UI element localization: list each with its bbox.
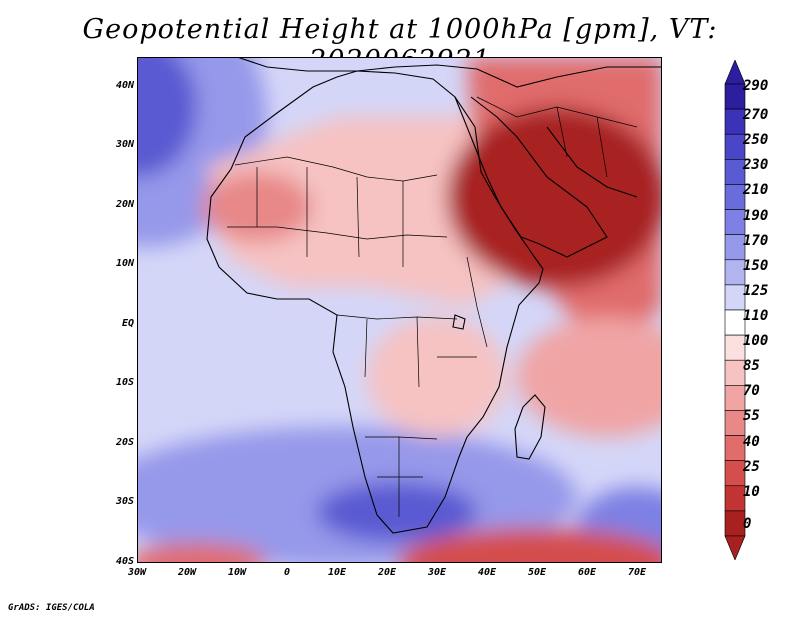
colorbar-label-290: 290	[743, 78, 769, 95]
field-azores-core	[137, 57, 197, 177]
colorbar-swatch-17	[724, 510, 746, 537]
colorbar-swatch-2	[724, 133, 746, 160]
colorbar-label-190: 190	[743, 207, 769, 224]
colorbar	[724, 60, 746, 560]
lat-label-40n: 40N	[115, 79, 134, 91]
coast-arabia	[470, 96, 608, 258]
colorbar-swatch-4	[724, 184, 746, 210]
colorbar-label-230: 230	[743, 157, 769, 174]
colorbar-label-210: 210	[743, 182, 769, 199]
lat-label-30n: 30N	[115, 139, 134, 151]
colorbar-swatch-15	[724, 460, 746, 487]
border-middle-east	[476, 96, 638, 178]
lat-label-20s: 20S	[115, 436, 134, 448]
lon-label-60e: 60E	[577, 567, 597, 578]
lat-label-40s: 40S	[115, 556, 134, 567]
grads-credit: GrADS: IGES/COLA	[8, 603, 95, 613]
lat-label-10n: 10N	[115, 258, 134, 270]
border-lake-victoria	[452, 314, 466, 330]
colorbar-label-70: 70	[743, 383, 760, 400]
colorbar-label-85: 85	[743, 358, 760, 375]
coast-persian-gulf	[546, 126, 638, 198]
field-s-africa-core	[317, 482, 477, 542]
lon-label-30e: 30E	[427, 567, 447, 578]
border-east	[437, 256, 488, 358]
colorbar-cap-top	[724, 60, 746, 85]
colorbar-swatch-8	[724, 284, 746, 311]
colorbar-label-100: 100	[743, 333, 769, 350]
border-southern	[365, 436, 438, 517]
colorbar-cap-bottom	[724, 535, 746, 560]
colorbar-swatch-10	[724, 334, 746, 361]
border-sahel	[227, 226, 448, 240]
coast-madagascar	[514, 394, 546, 460]
lat-label-eq: EQ	[121, 317, 134, 329]
field-central-africa	[367, 317, 507, 437]
colorbar-label-0: 0	[743, 516, 752, 533]
lat-label-30s: 30S	[115, 496, 134, 508]
coast-europe	[236, 57, 662, 88]
border-central	[336, 314, 458, 388]
lon-label-20w: 20W	[177, 567, 197, 578]
lat-label-20n: 20N	[115, 198, 134, 210]
lon-label-20e: 20E	[377, 567, 397, 578]
colorbar-swatch-7	[724, 259, 746, 286]
colorbar-swatch-12	[724, 385, 746, 411]
colorbar-label-170: 170	[743, 232, 769, 249]
lon-label-30w: 30W	[127, 567, 147, 578]
colorbar-swatch-1	[724, 108, 746, 135]
colorbar-label-25: 25	[743, 458, 760, 475]
field-arabia-core	[447, 107, 662, 287]
colorbar-label-110: 110	[743, 308, 769, 324]
colorbar-swatch-14	[724, 435, 746, 461]
colorbar-swatch-6	[724, 234, 746, 261]
lon-label-10w: 10W	[227, 567, 247, 578]
colorbar-swatch-16	[724, 485, 746, 512]
border-west-central	[256, 167, 404, 267]
border-north-africa	[234, 156, 438, 182]
colorbar-swatch-13	[724, 410, 746, 436]
field-indian-ocean	[517, 317, 662, 437]
geopotential-map	[137, 57, 662, 563]
colorbar-swatch-11	[724, 359, 746, 386]
lon-label-10e: 10E	[327, 567, 347, 578]
colorbar-label-10: 10	[743, 483, 760, 500]
map-frame	[137, 57, 662, 563]
colorbar-swatch-9	[724, 309, 746, 336]
lon-label-50e: 50E	[527, 567, 547, 578]
colorbar-swatch-0	[724, 83, 746, 110]
coast-red-sea	[454, 96, 522, 238]
colorbar-label-270: 270	[743, 107, 769, 124]
lon-label-40e: 40E	[477, 567, 497, 578]
lon-label-0: 0	[283, 567, 291, 578]
colorbar-swatch-3	[724, 159, 746, 185]
colorbar-label-125: 125	[743, 282, 769, 299]
colorbar-label-250: 250	[743, 132, 769, 149]
colorbar-label-40: 40	[743, 433, 760, 450]
field-s-ocean-west	[137, 543, 267, 563]
lat-label-10s: 10S	[115, 377, 134, 389]
colorbar-swatch-5	[724, 209, 746, 235]
map-panel	[137, 57, 662, 563]
field-s-ocean-east	[397, 528, 662, 563]
colorbar-label-150: 150	[743, 257, 769, 274]
colorbar-label-55: 55	[743, 408, 760, 425]
lon-label-70e: 70E	[627, 567, 647, 578]
